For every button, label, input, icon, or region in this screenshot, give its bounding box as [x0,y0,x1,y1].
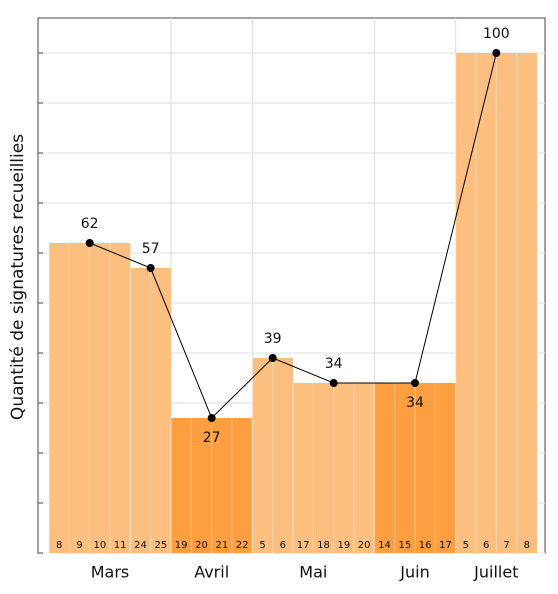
bar [252,358,293,553]
day-label: 19 [175,540,188,551]
day-label: 21 [215,540,228,551]
value-label: 34 [325,356,343,372]
bar [171,418,253,553]
bar [293,383,375,553]
day-label: 18 [317,540,330,551]
point [207,414,216,422]
day-label: 20 [195,540,208,551]
day-label: 5 [463,540,469,551]
day-label: 24 [134,540,147,551]
value-label: 62 [81,216,99,232]
day-label: 20 [358,540,371,551]
point [85,239,94,247]
day-label: 22 [236,540,249,551]
bar [374,383,456,553]
day-label: 9 [76,540,82,551]
day-label: 17 [439,540,452,551]
month-label: Avril [194,563,229,582]
point [329,379,338,387]
day-label: 10 [93,540,106,551]
month-label: Juillet [473,563,518,582]
day-label: 19 [337,540,350,551]
month-label: Juin [399,563,429,582]
bar [130,268,171,553]
y-axis-label: Quantité de signatures recueillies [8,134,28,420]
bar [455,53,537,553]
day-label: 6 [483,540,489,551]
point [146,264,155,272]
day-label: 8 [56,540,62,551]
value-label: 27 [203,430,221,446]
day-label: 16 [419,540,432,551]
day-label: 15 [398,540,411,551]
day-label: 14 [378,540,391,551]
bar [49,243,131,553]
day-label: 17 [297,540,310,551]
month-label: Mai [299,563,327,582]
day-label: 5 [259,540,265,551]
value-label: 39 [264,331,282,347]
day-label: 6 [280,540,286,551]
day-label: 8 [524,540,530,551]
value-label: 57 [142,241,160,257]
month-label: Mars [91,563,130,582]
value-label: 100 [483,26,510,42]
value-label: 34 [406,395,424,411]
point [411,379,419,387]
point [268,354,277,362]
day-label: 11 [114,540,127,551]
day-label: 25 [154,540,167,551]
day-label: 7 [503,540,509,551]
point [492,49,501,57]
